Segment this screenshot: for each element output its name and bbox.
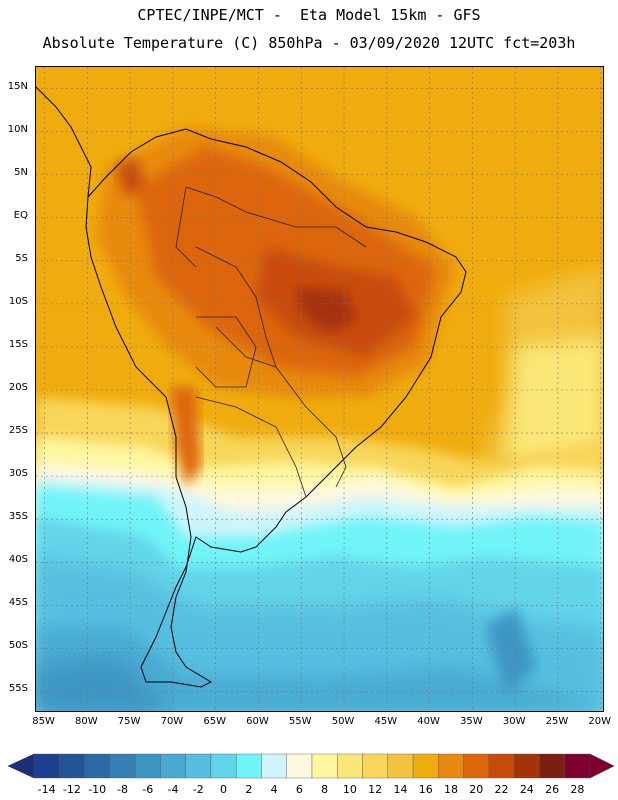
colorbar-segment xyxy=(311,753,338,779)
latitude-tick-label: 15S xyxy=(8,338,28,350)
latitude-tick-label: EQ xyxy=(13,209,28,221)
colorbar-segment xyxy=(463,753,490,779)
latitude-tick-label: 50S xyxy=(8,640,28,652)
longitude-tick-label: 30W xyxy=(502,716,526,727)
longitude-tick-label: 80W xyxy=(75,716,98,727)
colorbar-segment xyxy=(261,753,287,779)
map-title-line1: CPTEC/INPE/MCT - Eta Model 15km - GFS xyxy=(137,6,481,24)
colorbar-tick-label: 4 xyxy=(270,783,278,796)
colorbar-tick-label: 26 xyxy=(545,783,560,796)
colorbar-segment xyxy=(185,753,212,779)
longitude-tick-label: 70W xyxy=(160,716,184,727)
atlantic-mild-band xyxy=(506,337,603,462)
colorbar-tick-label: -6 xyxy=(142,783,154,796)
temperature-map-canvas xyxy=(36,67,603,711)
latitude-tick-label: 5S xyxy=(15,252,28,264)
colorbar-tick-label: 16 xyxy=(418,783,433,796)
colorbar-tick-label: 24 xyxy=(519,783,534,796)
latitude-tick-label: 20S xyxy=(8,382,28,393)
brazil-border xyxy=(175,186,367,488)
map-title-line2: Absolute Temperature (C) 850hPa - 03/09/… xyxy=(42,34,576,52)
colorbar-segment xyxy=(412,753,439,779)
longitude-tick-label: 40W xyxy=(417,716,440,727)
deep-polar-band xyxy=(36,627,603,711)
colorbar-tick-label: -8 xyxy=(116,783,128,796)
colorbar-segment xyxy=(362,753,389,779)
longitude-tick-label: 25W xyxy=(545,716,569,727)
longitude-tick-label: 85W xyxy=(32,716,55,727)
latitude-tick-label: 10N xyxy=(7,123,28,135)
longitude-tick-label: 20W xyxy=(588,716,612,727)
colorbar-tick-label: -12 xyxy=(62,783,81,796)
latitude-tick-label: 5N xyxy=(14,166,28,178)
andes-lee-warm-strip xyxy=(171,387,201,487)
colorbar-tick-label: -10 xyxy=(88,783,107,796)
colorbar-segment xyxy=(160,753,186,779)
longitude-tick-label: 55W xyxy=(288,716,312,727)
colorbar xyxy=(7,753,615,779)
south-atlantic-cold-cell xyxy=(486,607,536,697)
central-brazil-peak xyxy=(296,287,356,332)
colorbar-tick-label: 0 xyxy=(220,783,228,796)
colorbar-segment xyxy=(488,753,515,779)
latitude-tick-label: 25S xyxy=(8,425,28,437)
colorbar-tick-label: 12 xyxy=(368,783,383,796)
central-america-outline xyxy=(36,86,92,198)
colorbar-segment xyxy=(337,753,363,779)
colorbar-tick-label: 14 xyxy=(393,783,408,796)
colorbar-tick-label: 2 xyxy=(245,783,253,796)
colombia-hot-spot xyxy=(116,157,146,197)
temperature-map xyxy=(35,66,604,712)
longitude-tick-label: 75W xyxy=(117,716,141,727)
colorbar-tick-label: 6 xyxy=(295,783,303,796)
latitude-tick-label: 15N xyxy=(7,80,28,92)
latitude-tick-label: 55S xyxy=(8,683,28,695)
colorbar-tick-label: -2 xyxy=(192,783,204,796)
argentina-border xyxy=(195,396,307,498)
colorbar-segment xyxy=(286,753,313,779)
colorbar-under-arrow xyxy=(7,753,35,779)
colorbar-segment xyxy=(539,753,565,779)
colorbar-segment xyxy=(387,753,414,779)
colorbar-tick-label: 8 xyxy=(321,783,329,796)
latitude-tick-label: 35S xyxy=(8,511,28,523)
colorbar-segment xyxy=(134,753,161,779)
colorbar-segment xyxy=(210,753,237,779)
longitude-tick-label: 50W xyxy=(331,716,355,727)
colorbar-segment xyxy=(33,753,60,779)
colorbar-segment xyxy=(59,753,85,779)
latitude-tick-label: 30S xyxy=(8,468,28,480)
colorbar-segment xyxy=(564,753,591,779)
colorbar-tick-label: 22 xyxy=(494,783,509,796)
latitude-tick-label: 40S xyxy=(8,554,28,566)
south-america-coastline xyxy=(85,128,467,688)
country-borders xyxy=(175,186,367,498)
colorbar-tick-label: 28 xyxy=(570,783,585,796)
colorbar-tick-label: 10 xyxy=(342,783,357,796)
colorbar-tick-label: -4 xyxy=(167,783,179,796)
continent-outline xyxy=(36,86,467,688)
latitude-tick-label: 45S xyxy=(8,597,28,609)
colorbar-segment xyxy=(84,753,111,779)
longitude-tick-label: 35W xyxy=(460,716,483,727)
bolivia-border xyxy=(195,316,257,388)
colorbar-over-arrow xyxy=(589,753,615,779)
colorbar-segment xyxy=(438,753,464,779)
colorbar-segment xyxy=(109,753,136,779)
coldest-pacific-zone xyxy=(36,657,174,711)
longitude-tick-label: 45W xyxy=(374,716,398,727)
latitude-tick-label: 10S xyxy=(8,295,28,307)
colorbar-segment xyxy=(235,753,262,779)
colorbar-tick-label: 20 xyxy=(469,783,484,796)
colorbar-tick-label: 18 xyxy=(444,783,458,796)
colorbar-segment xyxy=(513,753,540,779)
colorbar-tick-label: -14 xyxy=(37,783,56,796)
longitude-tick-label: 65W xyxy=(203,716,226,727)
longitude-tick-label: 60W xyxy=(246,716,269,727)
